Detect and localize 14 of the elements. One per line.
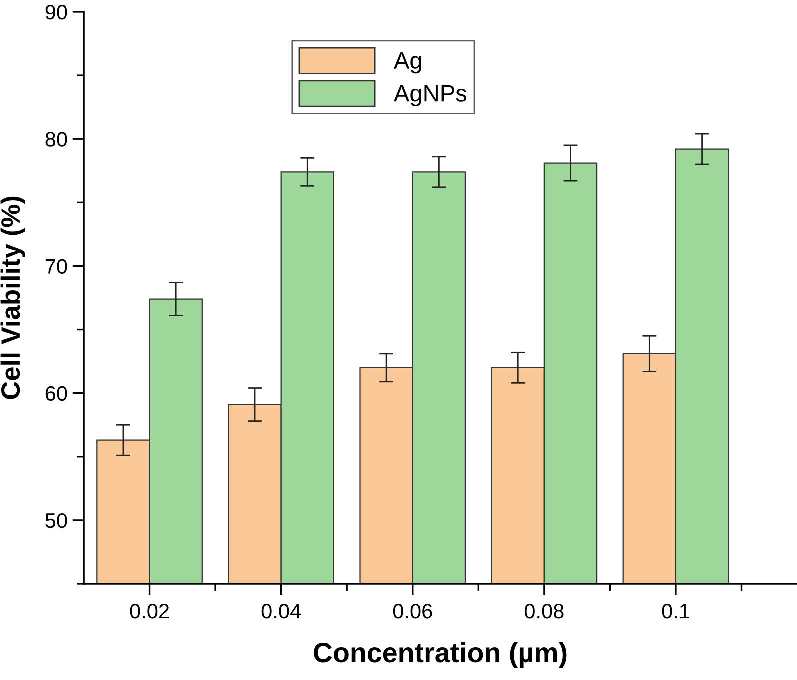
legend-label: Ag [394, 52, 422, 74]
y-tick-label: 50 [46, 513, 68, 528]
y-tick-label: 70 [46, 259, 68, 274]
y-tick-label: 80 [46, 132, 68, 147]
x-axis-title: Concentration (µm) [314, 642, 567, 668]
x-tick-label: 0.02 [130, 604, 170, 619]
y-tick-label: 90 [46, 5, 68, 20]
x-tick-label: 0.06 [393, 604, 432, 619]
x-tick-label: 0.08 [524, 604, 564, 619]
x-tick-label: 0.04 [262, 604, 301, 619]
y-axis-title: Cell Viability (%) [0, 196, 26, 400]
y-tick-label: 60 [46, 386, 68, 402]
legend-label: AgNPs [394, 85, 467, 107]
x-tick-label: 0.1 [662, 604, 690, 619]
